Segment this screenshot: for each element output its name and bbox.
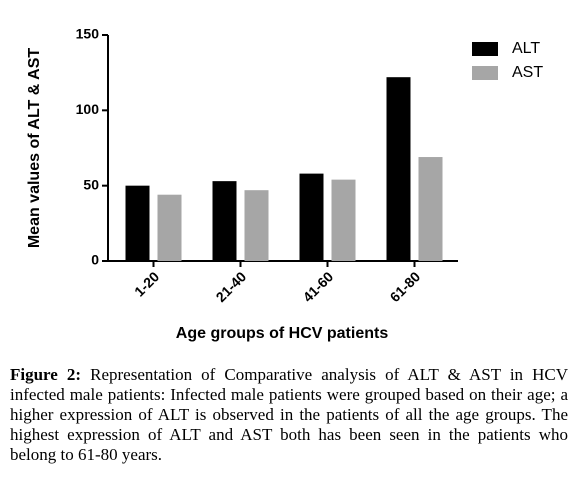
- legend-label: ALT: [512, 40, 540, 57]
- y-tick-label: 100: [76, 101, 100, 117]
- caption-label: Figure 2:: [10, 365, 82, 384]
- x-tick-label: 21-40: [213, 268, 250, 305]
- x-tick-label: 41-60: [300, 268, 337, 305]
- bar: [212, 181, 237, 261]
- x-tick-label: 1-20: [131, 268, 162, 299]
- chart: Mean values of ALT & AST Age groups of H…: [26, 26, 543, 343]
- caption-text: Representation of Comparative analysis o…: [10, 365, 569, 464]
- y-axis-title: Mean values of ALT & AST: [26, 48, 43, 249]
- x-axis-title: Age groups of HCV patients: [176, 325, 389, 342]
- y-tick-label: 50: [83, 176, 99, 192]
- bar: [244, 190, 269, 261]
- legend-swatch: [472, 66, 498, 80]
- bar: [125, 185, 150, 261]
- bar: [299, 173, 324, 261]
- bar: [386, 77, 411, 261]
- bar: [157, 194, 182, 261]
- legend-swatch: [472, 42, 498, 56]
- bar: [331, 179, 356, 261]
- y-tick-label: 0: [91, 252, 99, 268]
- caption: Figure 2: Representation of Comparative …: [10, 365, 568, 465]
- bar: [418, 157, 443, 261]
- y-tick-label: 150: [76, 26, 100, 42]
- x-tick-label: 61-80: [387, 268, 424, 305]
- legend-label: AST: [512, 64, 543, 81]
